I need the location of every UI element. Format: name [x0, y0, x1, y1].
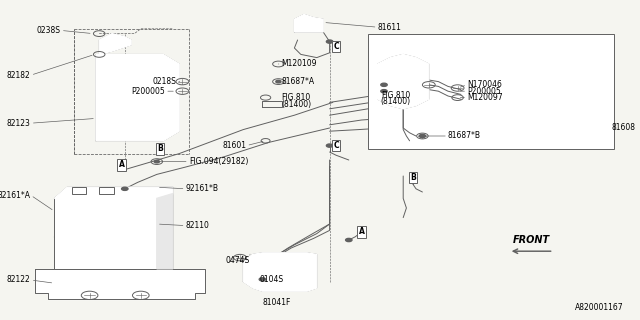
Text: B: B: [410, 173, 415, 182]
Polygon shape: [54, 187, 173, 198]
Text: C: C: [333, 141, 339, 150]
Text: B: B: [157, 144, 163, 153]
Text: 81611: 81611: [378, 23, 401, 32]
Text: 0474S: 0474S: [225, 256, 250, 265]
Text: 82110: 82110: [186, 221, 209, 230]
Circle shape: [419, 134, 426, 138]
Text: (81400): (81400): [381, 97, 411, 106]
Polygon shape: [35, 269, 205, 299]
Circle shape: [346, 238, 352, 242]
Text: P200005: P200005: [467, 87, 501, 96]
Text: A: A: [118, 160, 125, 169]
Text: 81687*A: 81687*A: [282, 77, 315, 86]
Polygon shape: [294, 14, 323, 32]
Polygon shape: [72, 187, 86, 194]
Polygon shape: [378, 54, 429, 109]
Text: P200005: P200005: [131, 87, 165, 96]
Polygon shape: [96, 54, 179, 141]
Circle shape: [259, 278, 266, 281]
Bar: [368, 34, 614, 149]
Text: A820001167: A820001167: [575, 303, 624, 312]
Text: FIG.810: FIG.810: [282, 93, 311, 102]
Text: 92161*B: 92161*B: [186, 184, 219, 193]
Text: 81041F: 81041F: [262, 298, 291, 307]
Text: 82123: 82123: [7, 119, 31, 128]
Text: M120097: M120097: [467, 93, 503, 102]
Text: FIG.094(29182): FIG.094(29182): [189, 157, 248, 166]
Text: 81601: 81601: [223, 141, 246, 150]
Circle shape: [154, 160, 159, 163]
Text: 0218S: 0218S: [152, 77, 176, 86]
Text: A: A: [358, 228, 365, 236]
Circle shape: [326, 144, 333, 147]
Text: 82161*A: 82161*A: [0, 191, 31, 200]
Circle shape: [276, 80, 281, 83]
Circle shape: [381, 83, 387, 86]
Circle shape: [326, 40, 333, 43]
Text: FRONT: FRONT: [513, 235, 550, 245]
Text: N170046: N170046: [467, 80, 502, 89]
Polygon shape: [99, 187, 114, 194]
Text: 82182: 82182: [7, 71, 31, 80]
Text: 0238S: 0238S: [36, 26, 61, 35]
Polygon shape: [157, 194, 173, 269]
Text: 0104S: 0104S: [259, 276, 284, 284]
Text: C: C: [333, 42, 339, 51]
Circle shape: [381, 90, 387, 93]
Polygon shape: [99, 34, 131, 54]
Text: M120109: M120109: [282, 60, 317, 68]
Polygon shape: [54, 198, 157, 269]
Text: 82122: 82122: [7, 276, 31, 284]
Text: 81687*B: 81687*B: [448, 132, 481, 140]
Text: FIG.810: FIG.810: [381, 92, 410, 100]
Text: 81608: 81608: [611, 124, 635, 132]
Polygon shape: [243, 253, 317, 291]
Circle shape: [122, 187, 128, 190]
Text: (81400): (81400): [282, 100, 312, 108]
